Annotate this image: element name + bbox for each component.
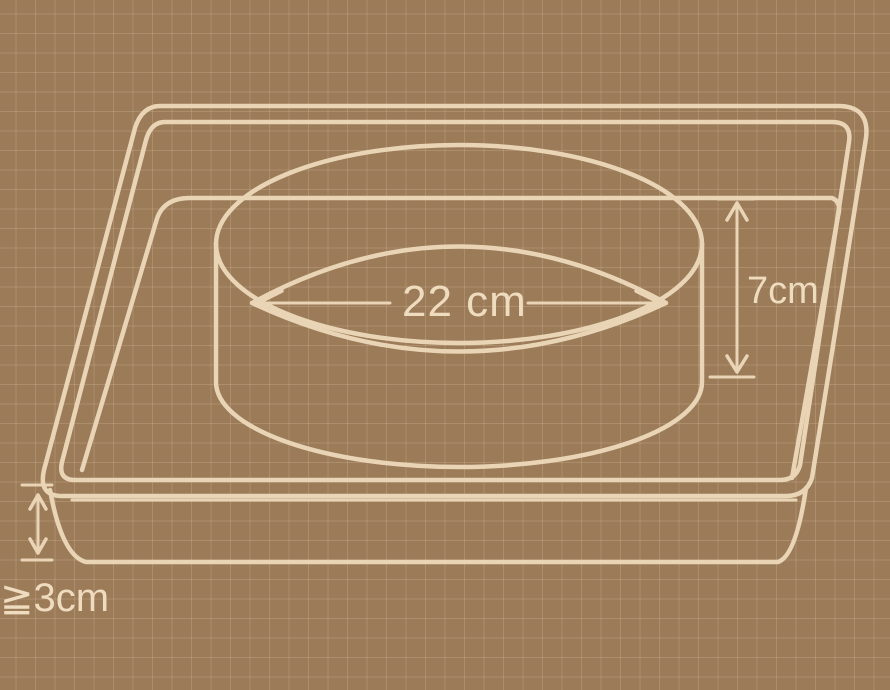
- cake-pan-body: [213, 240, 705, 470]
- cake-pan-inner-bottom: [249, 244, 669, 354]
- depth-label: ≧3cm: [0, 576, 110, 620]
- height-arrowhead-top: [725, 201, 749, 222]
- diameter-arrowhead-right: [634, 289, 662, 317]
- tray-floor: [79, 195, 842, 481]
- tray-side-wall: [47, 485, 809, 565]
- height-arrowhead-bottom: [725, 354, 749, 374]
- tray-outer-rim: [40, 103, 869, 499]
- diameter-arrowhead-left: [256, 289, 284, 317]
- tray-inner-rim: [59, 119, 852, 483]
- depth-arrowhead-top: [28, 493, 48, 511]
- diameter-label: 22 cm: [402, 277, 527, 326]
- height-label: 7cm: [747, 270, 819, 312]
- depth-arrowhead-bottom: [28, 537, 48, 555]
- cake-pan-rim: [213, 142, 705, 346]
